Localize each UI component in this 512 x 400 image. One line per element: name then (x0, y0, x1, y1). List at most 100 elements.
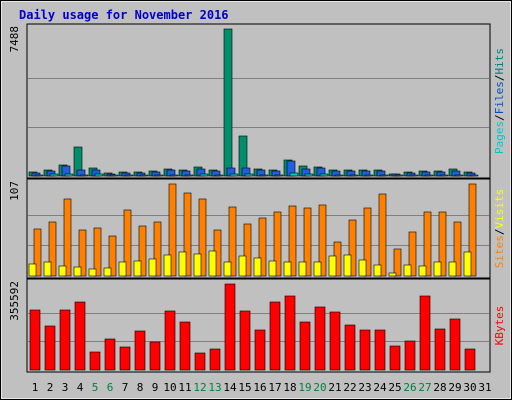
bar-pages-day-17 (274, 174, 284, 177)
day-label-16: 16 (253, 381, 266, 394)
day-label-17: 17 (268, 381, 281, 394)
day-label-22: 22 (343, 381, 356, 394)
bar-kbytes-day-3 (59, 309, 71, 371)
bar-pages-day-6 (109, 174, 119, 177)
bar-sites-day-7 (118, 261, 127, 277)
day-label-25: 25 (388, 381, 401, 394)
bar-kbytes-day-9 (149, 341, 161, 371)
bar-pages-day-7 (124, 174, 134, 177)
series-visits (33, 183, 477, 277)
bar-kbytes-day-18 (284, 295, 296, 371)
bar-visits-day-3 (63, 198, 72, 277)
bar-sites-day-8 (133, 260, 142, 277)
bar-sites-day-30 (463, 251, 472, 277)
bar-pages-day-25 (394, 174, 404, 177)
bar-visits-day-28 (438, 211, 447, 277)
day-label-10: 10 (163, 381, 176, 394)
bar-pages-day-5 (94, 173, 104, 177)
bar-kbytes-day-20 (314, 306, 326, 371)
bar-visits-day-16 (258, 217, 267, 277)
bar-sites-day-27 (418, 265, 427, 277)
legend-kbytes: KBytes (493, 306, 506, 346)
bar-sites-day-25 (388, 272, 397, 277)
bar-pages-day-26 (409, 174, 419, 177)
day-label-8: 8 (137, 381, 144, 394)
bar-pages-day-14 (229, 173, 239, 177)
day-label-2: 2 (47, 381, 54, 394)
bar-pages-day-22 (349, 174, 359, 177)
bar-kbytes-day-11 (179, 321, 191, 371)
bar-sites-day-16 (253, 257, 262, 277)
bar-pages-day-21 (334, 174, 344, 177)
bar-sites-day-29 (448, 261, 457, 277)
bar-kbytes-day-15 (239, 310, 251, 371)
bar-pages-day-28 (439, 174, 449, 177)
bar-pages-day-16 (259, 174, 269, 177)
bar-visits-day-18 (288, 205, 297, 277)
bar-sites-day-19 (298, 261, 307, 277)
day-label-4: 4 (77, 381, 84, 394)
day-label-11: 11 (178, 381, 191, 394)
bar-sites-day-24 (373, 264, 382, 277)
chart-panels: 7488Pages/Files/Hits107Sites/Visits35559… (8, 23, 506, 373)
bar-visits-day-11 (183, 192, 192, 277)
legend-separator: / (493, 229, 506, 236)
series-pages (34, 172, 479, 177)
legend-visits: Visits (493, 189, 506, 229)
panel-frame (26, 23, 491, 179)
bar-pages-day-3 (64, 173, 74, 177)
legend-hits: Hits (493, 48, 506, 75)
bar-pages-day-13 (214, 174, 224, 177)
bar-pages-day-29 (454, 174, 464, 177)
bar-pages-day-9 (154, 174, 164, 177)
day-label-31: 31 (478, 381, 491, 394)
day-label-20: 20 (313, 381, 326, 394)
bar-visits-day-2 (48, 221, 57, 277)
bar-pages-day-30 (469, 174, 479, 177)
day-label-6: 6 (107, 381, 114, 394)
day-label-15: 15 (238, 381, 251, 394)
bar-pages-day-4 (79, 174, 89, 177)
series-files (31, 160, 476, 177)
day-label-26: 26 (403, 381, 416, 394)
bar-pages-day-10 (169, 174, 179, 177)
bar-kbytes-day-24 (374, 329, 386, 371)
bar-visits-day-7 (123, 209, 132, 277)
panel-kbytes: 355592 KBytes (8, 278, 506, 373)
bar-pages-day-12 (199, 173, 209, 177)
bar-hits-day-14 (223, 28, 233, 177)
day-label-28: 28 (433, 381, 446, 394)
bar-kbytes-day-5 (89, 351, 101, 371)
chart-title: Daily usage for November 2016 (19, 8, 229, 22)
bar-visits-day-30 (468, 183, 477, 277)
day-axis: 1 2 3 4 5 6 7 8 9 10 11 12 13 14 15 16 17 18 19 20 21 22 23 24 2… (32, 381, 492, 394)
bar-sites-day-6 (103, 267, 112, 277)
bar-visits-day-9 (153, 221, 162, 277)
bar-sites-day-3 (58, 265, 67, 277)
panel-visits-sites: 107 Sites/Visits (8, 178, 506, 279)
bar-visits-day-26 (408, 231, 417, 277)
bar-sites-day-14 (223, 261, 232, 277)
bar-pages-day-2 (49, 173, 59, 177)
bar-kbytes-day-1 (29, 309, 41, 371)
bar-kbytes-day-23 (359, 329, 371, 371)
day-label-3: 3 (62, 381, 69, 394)
bar-pages-day-11 (184, 174, 194, 177)
bar-kbytes-day-30 (464, 348, 476, 371)
bar-sites-day-20 (313, 261, 322, 277)
bar-kbytes-day-25 (389, 345, 401, 371)
bar-pages-day-8 (139, 174, 149, 177)
bar-kbytes-day-10 (164, 310, 176, 371)
bar-sites-day-4 (73, 266, 82, 277)
bar-sites-day-13 (208, 250, 217, 277)
bar-visits-day-29 (453, 221, 462, 277)
bar-sites-day-2 (43, 261, 52, 277)
bar-visits-day-15 (243, 223, 252, 277)
side-legend: KBytes (493, 306, 506, 346)
bar-sites-day-26 (403, 264, 412, 277)
day-label-19: 19 (298, 381, 311, 394)
bar-visits-day-25 (393, 248, 402, 277)
bar-sites-day-1 (28, 263, 37, 277)
